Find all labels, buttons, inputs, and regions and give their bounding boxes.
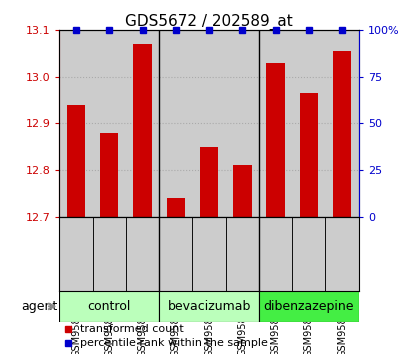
- Bar: [292, 217, 325, 291]
- Bar: [225, 30, 258, 217]
- Bar: [332, 51, 351, 217]
- Bar: [159, 217, 192, 291]
- Bar: [67, 105, 85, 217]
- Bar: [159, 291, 258, 322]
- Bar: [59, 291, 159, 322]
- Text: control: control: [88, 300, 131, 313]
- Bar: [133, 44, 151, 217]
- Bar: [192, 217, 225, 291]
- Bar: [258, 30, 292, 217]
- Bar: [233, 165, 251, 217]
- Bar: [166, 198, 184, 217]
- Bar: [200, 147, 218, 217]
- Text: percentile rank within the sample: percentile rank within the sample: [80, 338, 267, 348]
- Bar: [292, 30, 325, 217]
- Bar: [258, 291, 358, 322]
- Bar: [59, 30, 92, 217]
- Bar: [92, 30, 126, 217]
- Bar: [159, 30, 192, 217]
- Bar: [126, 217, 159, 291]
- Text: agent: agent: [22, 300, 58, 313]
- Title: GDS5672 / 202589_at: GDS5672 / 202589_at: [125, 14, 292, 30]
- Bar: [299, 93, 317, 217]
- Bar: [266, 63, 284, 217]
- Bar: [325, 30, 358, 217]
- Bar: [92, 217, 126, 291]
- Bar: [126, 30, 159, 217]
- Bar: [258, 217, 292, 291]
- Bar: [192, 30, 225, 217]
- Bar: [100, 133, 118, 217]
- Text: dibenzazepine: dibenzazepine: [263, 300, 353, 313]
- Bar: [225, 217, 258, 291]
- Text: bevacizumab: bevacizumab: [167, 300, 250, 313]
- Bar: [59, 217, 92, 291]
- Text: transformed count: transformed count: [80, 324, 184, 334]
- Bar: [325, 217, 358, 291]
